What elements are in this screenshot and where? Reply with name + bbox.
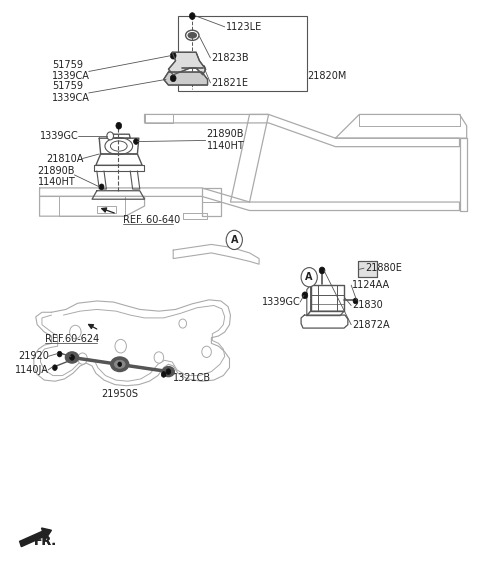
Text: 51759
1339CA: 51759 1339CA	[52, 60, 90, 81]
Bar	[359, 261, 377, 277]
Circle shape	[202, 346, 211, 357]
Circle shape	[154, 352, 164, 363]
Circle shape	[70, 325, 81, 339]
Text: 21872A: 21872A	[352, 320, 390, 329]
Text: 1339GC: 1339GC	[40, 131, 79, 141]
Text: 21890B
1140HT: 21890B 1140HT	[37, 166, 75, 187]
Text: 1123LE: 1123LE	[226, 22, 262, 32]
Ellipse shape	[162, 366, 174, 377]
Text: FR.: FR.	[34, 535, 57, 548]
Text: 21810A: 21810A	[47, 153, 84, 164]
Circle shape	[319, 267, 325, 274]
Polygon shape	[164, 72, 207, 85]
Circle shape	[70, 354, 74, 360]
Circle shape	[116, 122, 121, 129]
Circle shape	[180, 65, 184, 71]
Circle shape	[115, 340, 126, 353]
Circle shape	[99, 184, 104, 190]
Circle shape	[161, 371, 166, 377]
Circle shape	[133, 139, 138, 144]
Text: 21950S: 21950S	[101, 389, 138, 399]
Text: REF.60-624: REF.60-624	[45, 334, 99, 344]
Circle shape	[52, 365, 57, 370]
Text: 21823B: 21823B	[211, 53, 249, 63]
Circle shape	[170, 75, 176, 82]
Text: 21920: 21920	[18, 352, 49, 361]
FancyArrow shape	[20, 528, 51, 546]
Text: A: A	[305, 272, 313, 282]
Circle shape	[179, 319, 187, 328]
Text: 21830: 21830	[352, 300, 383, 311]
Text: A: A	[230, 235, 238, 245]
Text: 51759
1339CA: 51759 1339CA	[52, 81, 90, 103]
Text: 1124AA: 1124AA	[352, 280, 390, 290]
Circle shape	[170, 52, 176, 59]
Circle shape	[57, 351, 62, 357]
Circle shape	[353, 298, 358, 304]
Ellipse shape	[115, 360, 125, 368]
Text: 21890B
1140HT: 21890B 1140HT	[206, 129, 244, 151]
Polygon shape	[168, 52, 205, 75]
Ellipse shape	[65, 352, 79, 363]
Text: 1321CB: 1321CB	[173, 373, 211, 383]
Circle shape	[166, 369, 171, 374]
Bar	[178, 16, 307, 91]
Circle shape	[190, 12, 195, 19]
Text: FR.: FR.	[34, 535, 57, 548]
Text: 1140JA: 1140JA	[15, 365, 49, 375]
Text: 21880E: 21880E	[365, 263, 402, 273]
Text: 21820M: 21820M	[307, 71, 346, 81]
Circle shape	[118, 362, 121, 366]
Circle shape	[78, 353, 87, 364]
Text: REF. 60-640: REF. 60-640	[123, 215, 180, 224]
Ellipse shape	[111, 357, 129, 371]
Circle shape	[226, 230, 242, 249]
Text: 21821E: 21821E	[211, 78, 248, 88]
Circle shape	[301, 268, 317, 287]
Circle shape	[200, 65, 205, 71]
Ellipse shape	[188, 32, 197, 38]
Text: 1339GC: 1339GC	[263, 297, 301, 307]
Circle shape	[107, 132, 114, 140]
Circle shape	[302, 292, 308, 299]
